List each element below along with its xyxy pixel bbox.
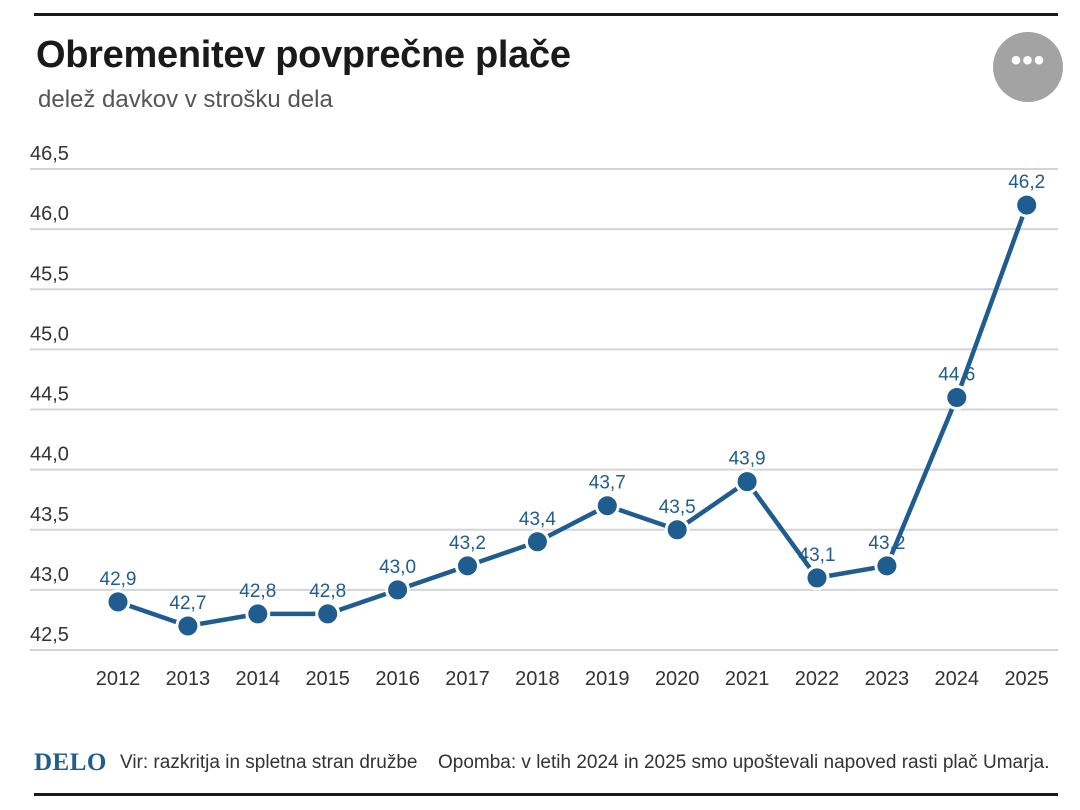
y-tick-label: 46,0 — [30, 203, 69, 225]
data-point — [524, 529, 550, 555]
data-label: 43,5 — [659, 497, 696, 518]
data-label: 43,2 — [449, 533, 486, 554]
data-label: 42,8 — [239, 581, 276, 602]
data-label: 43,0 — [379, 557, 416, 578]
y-tick-label: 43,5 — [30, 504, 69, 526]
page-title: Obremenitev povprečne plače — [36, 34, 571, 76]
data-point — [944, 384, 970, 410]
top-rule — [34, 13, 1058, 16]
y-tick-label: 45,5 — [30, 263, 69, 285]
x-tick-label: 2013 — [166, 668, 211, 690]
x-tick-label: 2021 — [725, 668, 770, 690]
data-label: 43,7 — [589, 473, 626, 494]
data-label: 42,9 — [100, 569, 137, 590]
data-label: 43,9 — [729, 449, 766, 470]
x-tick-label: 2015 — [305, 668, 350, 690]
x-tick-label: 2024 — [935, 668, 980, 690]
x-tick-label: 2012 — [96, 668, 141, 690]
more-horizontal-icon: ••• — [1010, 44, 1046, 77]
x-tick-label: 2019 — [585, 668, 630, 690]
data-point — [664, 517, 690, 543]
data-point — [455, 553, 480, 579]
data-point — [874, 553, 900, 579]
bottom-rule — [34, 793, 1058, 796]
x-tick-label: 2017 — [445, 668, 490, 690]
x-tick-label: 2020 — [655, 668, 700, 690]
footer: DELO Vir: razkritja in spletna stran dru… — [34, 748, 1064, 780]
x-tick-label: 2016 — [375, 668, 420, 690]
data-label: 46,2 — [1008, 172, 1045, 193]
data-point — [105, 589, 131, 615]
data-point — [175, 613, 201, 639]
y-tick-label: 44,5 — [30, 384, 69, 406]
more-options-button[interactable]: ••• — [993, 32, 1063, 102]
data-label: 44,6 — [938, 364, 975, 385]
footnote: Opomba: v letih 2024 in 2025 smo upoštev… — [438, 752, 1050, 773]
page-subtitle: delež davkov v strošku dela — [38, 86, 333, 113]
x-tick-label: 2014 — [236, 668, 281, 690]
data-point — [594, 493, 620, 519]
y-tick-label: 42,5 — [30, 624, 69, 646]
y-tick-label: 43,0 — [30, 564, 69, 586]
x-tick-label: 2023 — [865, 668, 910, 690]
y-tick-label: 44,0 — [30, 444, 69, 466]
data-label: 43,2 — [868, 533, 905, 554]
data-point — [245, 601, 271, 627]
data-point — [1014, 192, 1040, 218]
data-point — [315, 601, 341, 627]
data-label: 43,1 — [799, 545, 836, 566]
data-point — [385, 577, 411, 603]
x-tick-label: 2022 — [795, 668, 840, 690]
data-point — [734, 469, 760, 495]
data-point — [804, 565, 830, 591]
source-note: Vir: razkritja in spletna stran družbe — [120, 752, 418, 773]
data-label: 43,4 — [519, 509, 556, 530]
data-label: 42,8 — [309, 581, 346, 602]
y-tick-label: 45,0 — [30, 323, 69, 345]
line-chart: 42,5 43,0 43,5 44,0 44,5 45,0 45,5 46,0 46,5 2012… — [30, 143, 1058, 690]
data-label: 42,7 — [169, 593, 206, 614]
y-tick-label: 46,5 — [30, 143, 69, 165]
x-tick-label: 2025 — [1004, 668, 1049, 690]
x-tick-label: 2018 — [515, 668, 560, 690]
delo-logo: DELO — [34, 749, 107, 776]
